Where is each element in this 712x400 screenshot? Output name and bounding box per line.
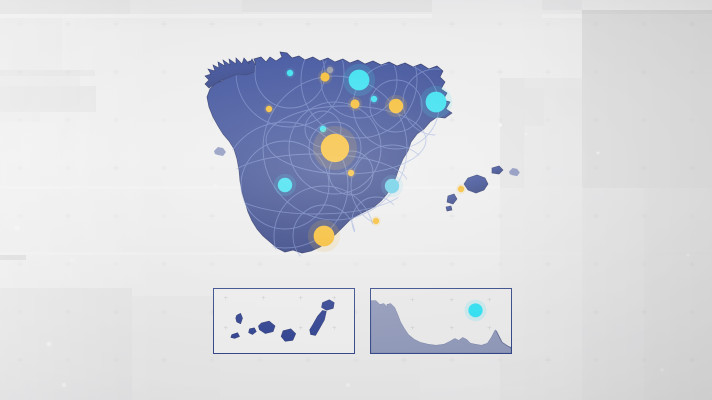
spain-map-svg: Galicia Asturias CantabriaPaís Vasco Navarr…	[204, 51, 504, 260]
marker-dot[interactable]	[370, 95, 378, 103]
ibiza-path	[446, 193, 458, 205]
la-palma-path	[235, 312, 243, 325]
map-marker-group[interactable]: Galicia Asturias CantabriaPaís Vasco Navarr…	[264, 63, 466, 253]
m-cantabria[interactable]: Cantabria	[317, 69, 333, 85]
m-madrid[interactable]: Madrid	[312, 125, 358, 171]
marker-dot[interactable]	[388, 98, 404, 114]
marker-dot[interactable]	[350, 99, 360, 109]
coastal-relief-fill	[371, 300, 511, 353]
mallorca-path	[463, 174, 489, 194]
coastal-relief-svg	[371, 289, 511, 353]
balearic-islands	[445, 165, 504, 212]
m-murcia[interactable]: Murcia	[371, 216, 381, 226]
marker-dot[interactable]	[265, 105, 273, 113]
m-extremadura[interactable]: Extremadura	[273, 173, 297, 197]
marker-dot[interactable]	[372, 217, 380, 225]
m-rioja[interactable]: La Rioja	[369, 94, 379, 104]
m-pais-vasco[interactable]: País Vasco	[325, 65, 335, 75]
marker-dot[interactable]	[348, 69, 370, 91]
marker-dot[interactable]	[320, 72, 330, 82]
inset-ceuta-ticks	[410, 297, 492, 330]
lanzarote-path	[321, 299, 335, 311]
tenerife-path	[258, 320, 276, 334]
coastal-relief-peak-line	[495, 330, 511, 349]
marker-dot[interactable]	[457, 185, 465, 193]
galicia-rias	[204, 57, 257, 89]
inset-marker-1[interactable]	[464, 299, 487, 322]
m-andalucia[interactable]: Andalucía	[307, 219, 341, 253]
marker-dot[interactable]	[347, 169, 355, 177]
m-baleares[interactable]: Illes Balears	[456, 184, 466, 194]
m-galicia-coast[interactable]: Galicia	[264, 104, 274, 114]
m-aragon[interactable]: Aragón	[384, 94, 408, 118]
formentera-path	[445, 205, 453, 212]
m-clm[interactable]: Castilla-La Mancha	[346, 168, 356, 178]
marker-dot[interactable]	[326, 66, 334, 74]
m-cyl-west[interactable]: Castilla y León Oeste	[318, 124, 328, 134]
canary-islands-svg	[214, 289, 354, 353]
marker-dot[interactable]	[286, 69, 294, 77]
m-valencia[interactable]: Comunidad Valenciana	[380, 174, 404, 198]
canary-islands-inset[interactable]	[213, 288, 355, 354]
spain-map[interactable]: Galicia Asturias CantabriaPaís Vasco Navarr…	[196, 44, 526, 294]
m-navarra[interactable]: Navarra	[342, 63, 376, 97]
canary-islands-shapes	[230, 299, 335, 342]
gran-canaria-path	[280, 328, 297, 342]
marker-dot[interactable]	[468, 303, 483, 318]
marker-dot[interactable]	[384, 178, 400, 194]
marker-dot[interactable]	[319, 125, 327, 133]
m-asturias[interactable]: Asturias	[285, 68, 295, 78]
m-castilla-leon[interactable]: Castilla y León	[347, 96, 363, 112]
la-gomera-path	[248, 327, 257, 335]
coastal-relief-inset[interactable]	[370, 288, 512, 354]
marker-dot[interactable]	[320, 133, 350, 163]
marker-dot[interactable]	[313, 225, 335, 247]
m-cataluna[interactable]: Cataluña	[419, 85, 453, 119]
menorca-path	[491, 165, 504, 175]
marker-dot[interactable]	[277, 177, 293, 193]
el-hierro-path	[230, 332, 240, 339]
marker-dot[interactable]	[425, 91, 447, 113]
inset-ceuta-marker-group[interactable]	[464, 299, 487, 322]
inset-canarias-background	[214, 289, 354, 353]
fuerteventura-path	[309, 310, 327, 336]
